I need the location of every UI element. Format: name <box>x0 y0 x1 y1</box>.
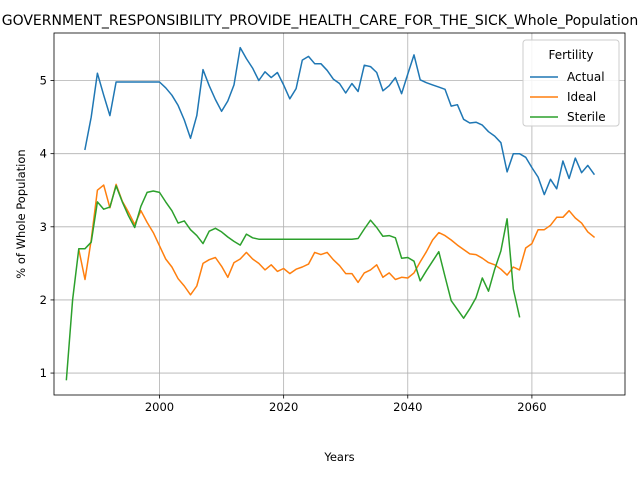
x-tick-label: 2040 <box>393 400 422 414</box>
legend-label-sterile: Sterile <box>567 110 606 124</box>
x-axis-label: Years <box>323 450 354 464</box>
legend: Fertility Actual Ideal Sterile <box>523 40 619 126</box>
y-axis-label: % of Whole Population <box>14 149 28 278</box>
chart-title: GOVERNMENT_RESPONSIBILITY_PROVIDE_HEALTH… <box>2 13 639 29</box>
y-tick-label: 3 <box>40 220 47 234</box>
y-tick-label: 4 <box>40 147 47 161</box>
legend-title: Fertility <box>548 48 593 62</box>
x-tick-label: 2060 <box>517 400 546 414</box>
x-tick-label: 2000 <box>145 400 174 414</box>
x-tick-label: 2020 <box>269 400 298 414</box>
y-tick-label: 2 <box>40 293 47 307</box>
y-tick-label: 5 <box>40 74 47 88</box>
y-tick-label: 1 <box>40 366 47 380</box>
legend-label-ideal: Ideal <box>567 90 596 104</box>
legend-label-actual: Actual <box>567 70 605 84</box>
